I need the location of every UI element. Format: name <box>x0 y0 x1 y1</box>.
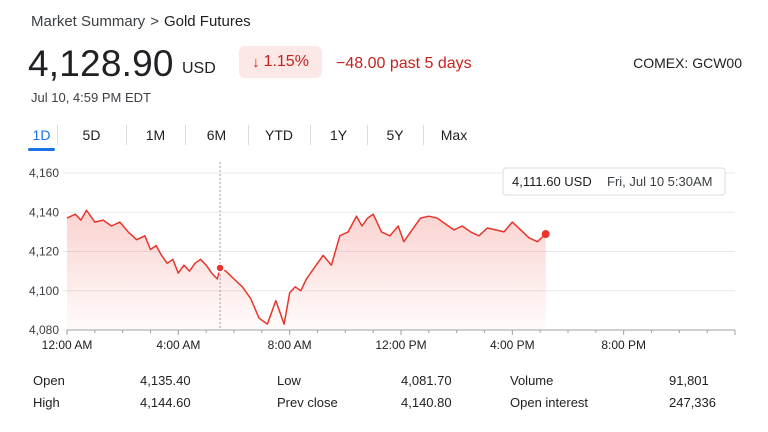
x-tick-label: 8:00 AM <box>268 338 312 352</box>
y-tick-label: 4,120 <box>29 245 59 259</box>
currency-label: USD <box>182 60 216 77</box>
stat-volume-value: 91,801 <box>669 373 709 388</box>
last-price-point <box>541 230 550 239</box>
stat-high-value: 4,144.60 <box>140 395 191 410</box>
x-tick-label: 8:00 PM <box>601 338 646 352</box>
tab-max[interactable]: Max <box>423 123 485 147</box>
tab-1m[interactable]: 1M <box>126 123 185 147</box>
tab-ytd[interactable]: YTD <box>248 123 310 147</box>
stat-volume-label: Volume <box>510 373 554 388</box>
tooltip-time: Fri, Jul 10 5:30AM <box>607 174 713 189</box>
x-tick-label: 4:00 AM <box>156 338 200 352</box>
breadcrumb-market-summary[interactable]: Market Summary <box>31 13 146 30</box>
stat-open-interest-value: 247,336 <box>669 395 716 410</box>
percent-change-badge: ↓ 1.15% <box>239 46 322 78</box>
tab-1d[interactable]: 1D <box>26 123 57 151</box>
hover-point <box>215 263 225 273</box>
price-area-fill <box>67 210 546 330</box>
price-chart[interactable]: 4,160 4,140 4,120 4,100 4,080 12:00 AM 4:00 A… <box>0 160 768 360</box>
absolute-change: −48.00 past 5 days <box>336 55 472 72</box>
tab-5d[interactable]: 5D <box>57 123 126 147</box>
breadcrumb-gold-futures: Gold Futures <box>163 13 251 30</box>
y-tick-label: 4,160 <box>29 166 59 180</box>
stat-low-label: Low <box>277 373 301 388</box>
percent-change-value: 1.15% <box>263 53 309 70</box>
stat-high-label: High <box>33 395 60 410</box>
breadcrumb-separator: > <box>150 13 159 30</box>
y-tick-label: 4,140 <box>29 205 59 219</box>
stat-open-value: 4,135.40 <box>140 373 191 388</box>
x-tick-label: 12:00 PM <box>375 338 426 352</box>
y-tick-label: 4,080 <box>29 323 59 337</box>
arrow-down-icon: ↓ <box>252 53 260 71</box>
current-price: 4,128.90 <box>28 43 174 84</box>
stat-open-label: Open <box>33 373 65 388</box>
stat-prev-close-label: Prev close <box>277 395 338 410</box>
tooltip-price: 4,111.60 USD <box>512 174 592 189</box>
stat-prev-close-value: 4,140.80 <box>401 395 452 410</box>
price-line <box>66 209 547 325</box>
quote-timestamp: Jul 10, 4:59 PM EDT <box>31 90 151 105</box>
x-tick-label: 4:00 PM <box>490 338 535 352</box>
tab-6m[interactable]: 6M <box>185 123 248 147</box>
stat-open-interest-label: Open interest <box>510 395 589 410</box>
hover-tooltip: 4,111.60 USD Fri, Jul 10 5:30AM <box>502 167 726 196</box>
tab-1y[interactable]: 1Y <box>310 123 367 147</box>
y-tick-label: 4,100 <box>29 284 59 298</box>
stat-low-value: 4,081.70 <box>401 373 452 388</box>
ticker-symbol: COMEX: GCW00 <box>633 55 742 71</box>
stats-table: Open 4,135.40 Low 4,081.70 Volume 91,801… <box>33 373 723 417</box>
breadcrumb: Market Summary > Gold Futures <box>31 13 251 30</box>
range-tabs: 1D 5D 1M 6M YTD 1Y 5Y Max <box>26 123 485 151</box>
quote-header: 4,128.90 USD ↓ 1.15% −48.00 past 5 days … <box>28 42 748 86</box>
tab-5y[interactable]: 5Y <box>367 123 423 147</box>
x-tick-label: 12:00 AM <box>42 338 93 352</box>
